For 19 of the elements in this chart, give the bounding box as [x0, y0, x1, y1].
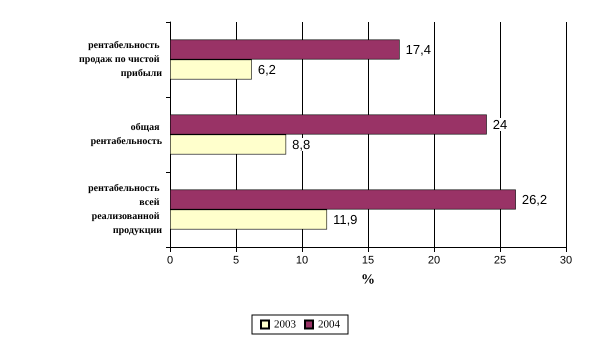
data-label: 26,2 [522, 192, 548, 207]
y-tick-label: рентабельность продаж по чистой прибыли [79, 40, 162, 79]
data-label: 17,4 [406, 42, 431, 57]
x-tick-label: 10 [296, 254, 308, 266]
x-tick-label: 5 [232, 254, 240, 266]
y-tick-label: общая рентабельность [90, 122, 163, 147]
x-tick-label: 15 [362, 254, 374, 266]
x-tick-label: 30 [560, 254, 572, 266]
data-label: 6,2 [258, 62, 276, 77]
x-axis-title: % [361, 272, 375, 288]
legend-label: 2003 [274, 318, 296, 330]
data-label: 8,8 [292, 137, 310, 152]
x-tick-label: 0 [166, 254, 174, 266]
y-tick-label: рентабельность всей реализованной продукции [88, 183, 162, 236]
x-tick-label: 25 [494, 254, 506, 266]
x-tick-label: 20 [428, 254, 440, 266]
data-label: 11,9 [333, 212, 358, 227]
legend-label: 2004 [318, 318, 340, 330]
data-label: 24 [492, 117, 508, 132]
